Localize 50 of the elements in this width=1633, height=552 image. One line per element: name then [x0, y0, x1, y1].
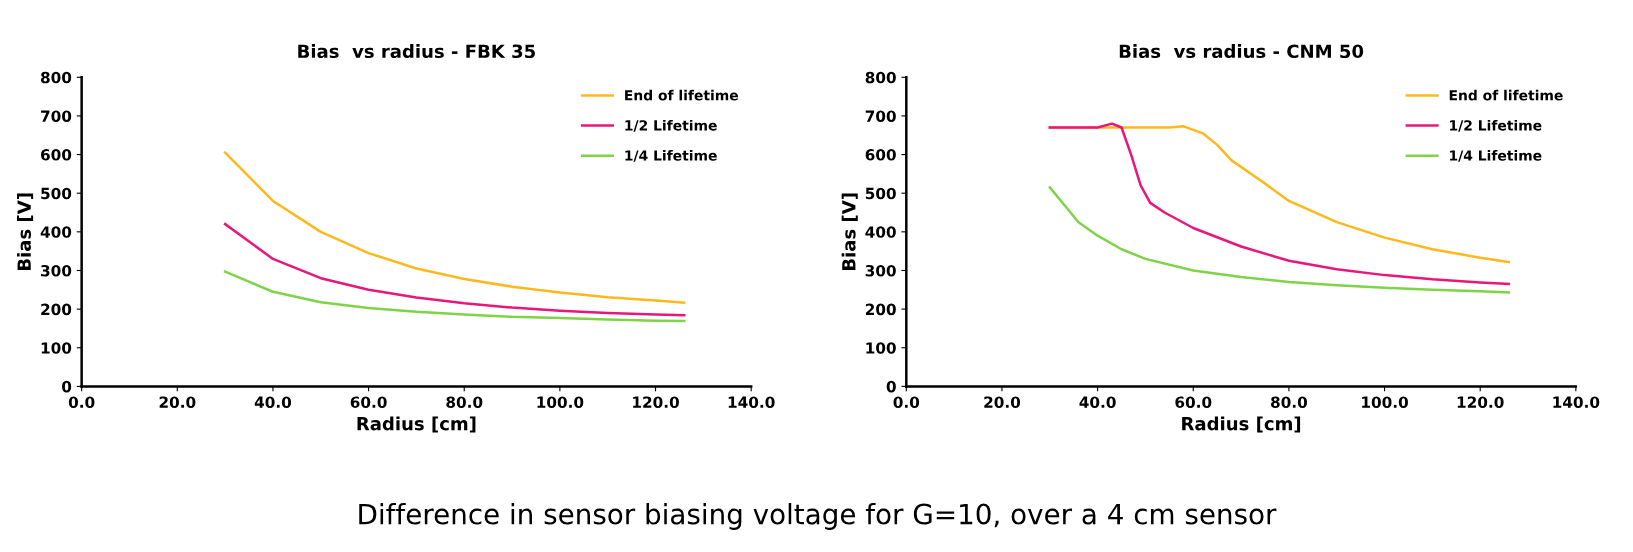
x-tick-label: 60.0: [350, 396, 387, 408]
y-tick-label: 100: [866, 342, 896, 354]
y-tick-label: 800: [40, 71, 72, 84]
x-tick-label: 80.0: [1270, 396, 1308, 408]
x-axis-title: Radius [cm]: [357, 416, 476, 433]
y-axis-title: Bias [V]: [841, 193, 858, 270]
x-tick-label: 100.0: [1362, 396, 1408, 408]
line-series: [223, 222, 686, 317]
x-tick-label: 120.0: [1457, 396, 1504, 408]
y-tick-label: 500: [41, 187, 72, 200]
legend-label: 1/4 Lifetime: [625, 150, 717, 162]
y-tick-label: 300: [41, 264, 72, 277]
x-axis-title: Radius [cm]: [1182, 416, 1301, 433]
y-tick-label: 200: [41, 303, 72, 316]
x-tick-label: 0.0: [893, 396, 920, 408]
x-tick-label: 20.0: [984, 396, 1021, 408]
x-tick-label: 120.0: [633, 396, 679, 408]
x-tick-label: 140.0: [1553, 396, 1600, 408]
legend-label: 1/4 Lifetime: [1450, 150, 1542, 162]
y-tick-label: 700: [865, 110, 896, 122]
y-tick-label: 500: [865, 187, 896, 200]
x-tick-label: 100.0: [537, 396, 584, 408]
y-tick-label: 700: [41, 110, 72, 122]
x-tick-label: 60.0: [1175, 396, 1212, 408]
x-tick-label: 0.0: [68, 396, 95, 408]
y-tick-label: 300: [865, 264, 896, 277]
legend-label: 1/2 Lifetime: [1450, 119, 1542, 132]
x-tick-label: 140.0: [728, 396, 775, 408]
y-tick-label: 600: [865, 149, 896, 161]
y-tick-label: 400: [865, 226, 896, 238]
line-series: [1048, 186, 1511, 294]
legend-label: End of lifetime: [1449, 89, 1563, 101]
y-tick-label: 800: [865, 71, 896, 84]
legend-label: End of lifetime: [625, 89, 739, 101]
x-tick-label: 80.0: [446, 396, 483, 408]
y-tick-label: 0: [62, 380, 72, 393]
x-tick-label: 40.0: [254, 396, 292, 408]
chart-title: Bias vs radius - CNM 50: [1119, 44, 1364, 59]
y-tick-label: 200: [865, 303, 896, 316]
y-tick-label: 100: [41, 342, 72, 354]
legend-label: 1/2 Lifetime: [625, 119, 717, 132]
chart-title: Bias vs radius - FBK 35: [298, 44, 535, 59]
x-tick-label: 20.0: [159, 396, 196, 408]
line-series: [223, 270, 686, 323]
y-axis-title: Bias [V]: [17, 193, 34, 270]
y-tick-label: 400: [40, 226, 72, 238]
y-tick-label: 600: [40, 149, 72, 161]
y-tick-label: 0: [886, 380, 896, 393]
x-tick-label: 40.0: [1079, 396, 1116, 408]
text: Difference in sensor biasing voltage for G=10, over a 4 cm sensor: [359, 503, 1277, 530]
